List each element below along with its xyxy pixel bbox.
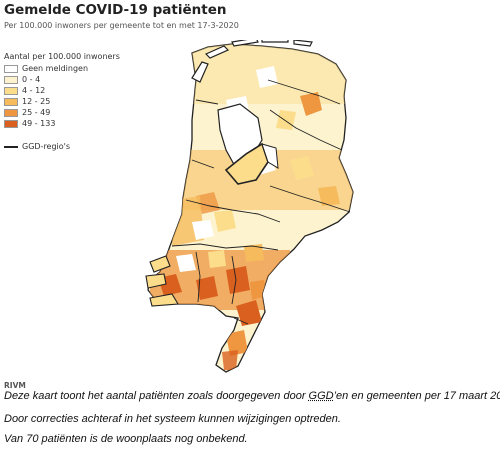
legend-item-49-133: 49 - 133 bbox=[4, 118, 120, 129]
legend-swatch-25-49 bbox=[4, 108, 18, 117]
caption-line-2: Door correcties achteraf in het systeem … bbox=[4, 413, 341, 425]
netherlands-choropleth-map bbox=[145, 40, 354, 373]
caption-line-1-text: Deze kaart toont het aantal patiënten zo… bbox=[4, 390, 309, 402]
ggd-region-lines bbox=[171, 79, 351, 325]
ggd-line-swatch bbox=[4, 145, 18, 148]
legend: Aantal per 100.000 inwoners Geen melding… bbox=[4, 52, 120, 151]
ggd-link[interactable]: GGD bbox=[308, 390, 334, 402]
legend-item-4-12: 4 - 12 bbox=[4, 85, 120, 96]
map-title: Gemelde COVID-19 patiënten bbox=[4, 2, 227, 18]
source-label: RIVM bbox=[4, 381, 26, 390]
legend-swatch-0-4 bbox=[4, 75, 18, 84]
legend-label-4-12: 4 - 12 bbox=[22, 86, 46, 95]
legend-swatch-49-133 bbox=[4, 119, 18, 128]
caption-line-1-end: ’en en gemeenten per 17 maart 2020. bbox=[333, 390, 500, 402]
legend-item-none: Geen meldingen bbox=[4, 63, 120, 74]
caption-line-3: Van 70 patiënten is de woonplaats nog on… bbox=[4, 433, 248, 445]
legend-swatch-4-12 bbox=[4, 86, 18, 95]
zeeland-islands bbox=[145, 255, 179, 307]
legend-item-12-25: 12 - 25 bbox=[4, 96, 120, 107]
legend-label-none: Geen meldingen bbox=[22, 64, 89, 73]
legend-swatch-12-25 bbox=[4, 97, 18, 106]
legend-label-49-133: 49 - 133 bbox=[22, 119, 56, 128]
municipality-fills bbox=[150, 44, 353, 370]
wadden-islands bbox=[191, 40, 313, 83]
caption-line-1: Deze kaart toont het aantal patiënten zo… bbox=[4, 390, 500, 402]
legend-label-ggd: GGD-regio's bbox=[22, 142, 71, 151]
legend-item-25-49: 25 - 49 bbox=[4, 107, 120, 118]
legend-ggd-regions: GGD-regio's bbox=[4, 142, 120, 151]
map-subtitle: Per 100.000 inwoners per gemeente tot en… bbox=[4, 21, 239, 30]
legend-label-25-49: 25 - 49 bbox=[22, 108, 51, 117]
legend-item-0-4: 0 - 4 bbox=[4, 74, 120, 85]
legend-title: Aantal per 100.000 inwoners bbox=[4, 52, 120, 61]
legend-swatch-none bbox=[4, 64, 18, 73]
legend-label-12-25: 12 - 25 bbox=[22, 97, 51, 106]
legend-label-0-4: 0 - 4 bbox=[22, 75, 41, 84]
